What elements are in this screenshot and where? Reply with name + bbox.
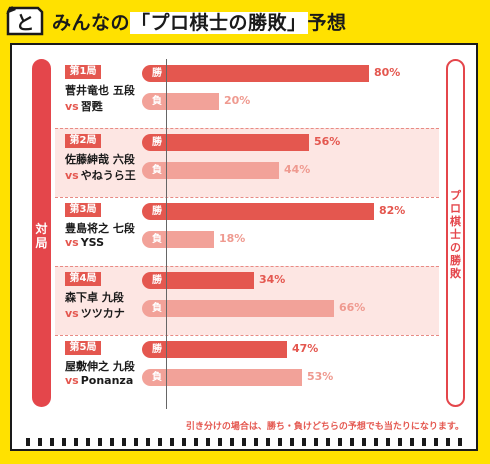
logo-glyph: と — [15, 12, 34, 34]
win-pill: 勝 — [142, 65, 172, 82]
win-pill: 勝 — [142, 341, 172, 358]
opponent-name: Ponanza — [80, 374, 134, 387]
win-percent-label: 80% — [374, 66, 401, 79]
win-bar — [169, 341, 287, 358]
opponent-name: YSS — [80, 236, 105, 249]
right-rail: プロ棋士の勝敗 — [446, 59, 465, 407]
vs-label: vs — [65, 100, 79, 113]
win-pill: 勝 — [142, 272, 172, 289]
win-percent-label: 47% — [292, 342, 319, 355]
win-percent-label: 82% — [379, 204, 406, 217]
game-number-badge: 第2局 — [65, 134, 101, 148]
game-number-badge: 第1局 — [65, 65, 101, 79]
opponent-name: 習甦 — [80, 100, 103, 113]
win-bar — [169, 65, 369, 82]
opponent-line: vs Ponanza — [65, 374, 133, 387]
footnote: 引き分けの場合は、勝ち・負けどちらの予想でも当たりになります。 — [185, 422, 464, 432]
pro-player-name: 森下卓 九段 — [65, 291, 124, 304]
opponent-name: やねうら王 — [80, 169, 136, 182]
opponent-line: vs ツツカナ — [65, 305, 125, 321]
game-number-badge: 第3局 — [65, 203, 101, 217]
opponent-line: vs YSS — [65, 236, 104, 249]
game-number-badge: 第5局 — [65, 341, 101, 355]
win-bar — [169, 272, 254, 289]
game-block: 第5局屋敷伸之 九段 vs Ponanza 勝 47% 負 53% — [55, 335, 439, 404]
game-separator — [55, 128, 439, 129]
page-title: みんなの「プロ棋士の勝敗」予想 — [52, 8, 347, 35]
left-rail: 対局 — [32, 59, 51, 407]
zero-axis — [166, 59, 167, 409]
vs-label: vs — [65, 307, 79, 320]
lose-percent-label: 18% — [219, 232, 246, 245]
game-block: 第2局 佐藤紳哉 六段 vs やねうら王勝 56% 負 44% — [55, 128, 439, 197]
vs-label: vs — [65, 236, 79, 249]
game-block: 第4局 森下卓 九段 vs ツツカナ勝 34% 負 66% — [55, 266, 439, 335]
left-rail-label: 対局 — [35, 222, 48, 250]
win-pill: 勝 — [142, 203, 172, 220]
win-percent-label: 34% — [259, 273, 286, 286]
lose-bar — [169, 162, 279, 179]
game-separator — [55, 335, 439, 336]
opponent-name: ツツカナ — [80, 307, 125, 320]
lose-pill: 負 — [142, 93, 172, 110]
lose-bar — [169, 369, 302, 386]
lose-pill: 負 — [142, 369, 172, 386]
pro-player-name: 豊島将之 七段 — [65, 222, 135, 235]
lose-pill: 負 — [142, 162, 172, 179]
pro-player-name: 菅井竜也 五段 — [65, 84, 135, 97]
opponent-line: vs 習甦 — [65, 98, 103, 114]
lose-percent-label: 44% — [284, 163, 311, 176]
dash-divider — [26, 438, 464, 446]
lose-pill: 負 — [142, 231, 172, 248]
lose-percent-label: 53% — [307, 370, 334, 383]
title-suffix: 予想 — [307, 12, 347, 34]
lose-bar — [169, 93, 219, 110]
game-separator — [55, 266, 439, 267]
game-separator — [55, 197, 439, 198]
lose-pill: 負 — [142, 300, 172, 317]
vs-label: vs — [65, 169, 79, 182]
lose-percent-label: 20% — [224, 94, 251, 107]
pro-player-name: 屋敷伸之 九段 — [65, 360, 135, 373]
vs-label: vs — [65, 374, 79, 387]
lose-bar — [169, 300, 334, 317]
right-rail-label: プロ棋士の勝敗 — [450, 189, 461, 280]
win-pill: 勝 — [142, 134, 172, 151]
win-bar — [169, 203, 374, 220]
opponent-line: vs やねうら王 — [65, 167, 136, 183]
lose-bar — [169, 231, 214, 248]
win-percent-label: 56% — [314, 135, 341, 148]
game-number-badge: 第4局 — [65, 272, 101, 286]
title-prefix: みんなの — [52, 12, 131, 34]
win-bar — [169, 134, 309, 151]
pro-player-name: 佐藤紳哉 六段 — [65, 153, 135, 166]
chart-panel: 対局 第1局 菅井竜也 五段 vs 習甦勝 80% 負 20% 第2局 佐藤紳哉 六段 vs やねう… — [10, 43, 478, 451]
title-highlight: 「プロ棋士の勝敗」 — [130, 12, 308, 34]
game-block: 第1局 菅井竜也 五段 vs 習甦勝 80% 負 20% — [55, 59, 439, 128]
logo-badge: と — [6, 6, 44, 36]
game-block: 第3局豊島将之 七段 vs YSS 勝 82% 負 18% — [55, 197, 439, 266]
lose-percent-label: 66% — [339, 301, 366, 314]
